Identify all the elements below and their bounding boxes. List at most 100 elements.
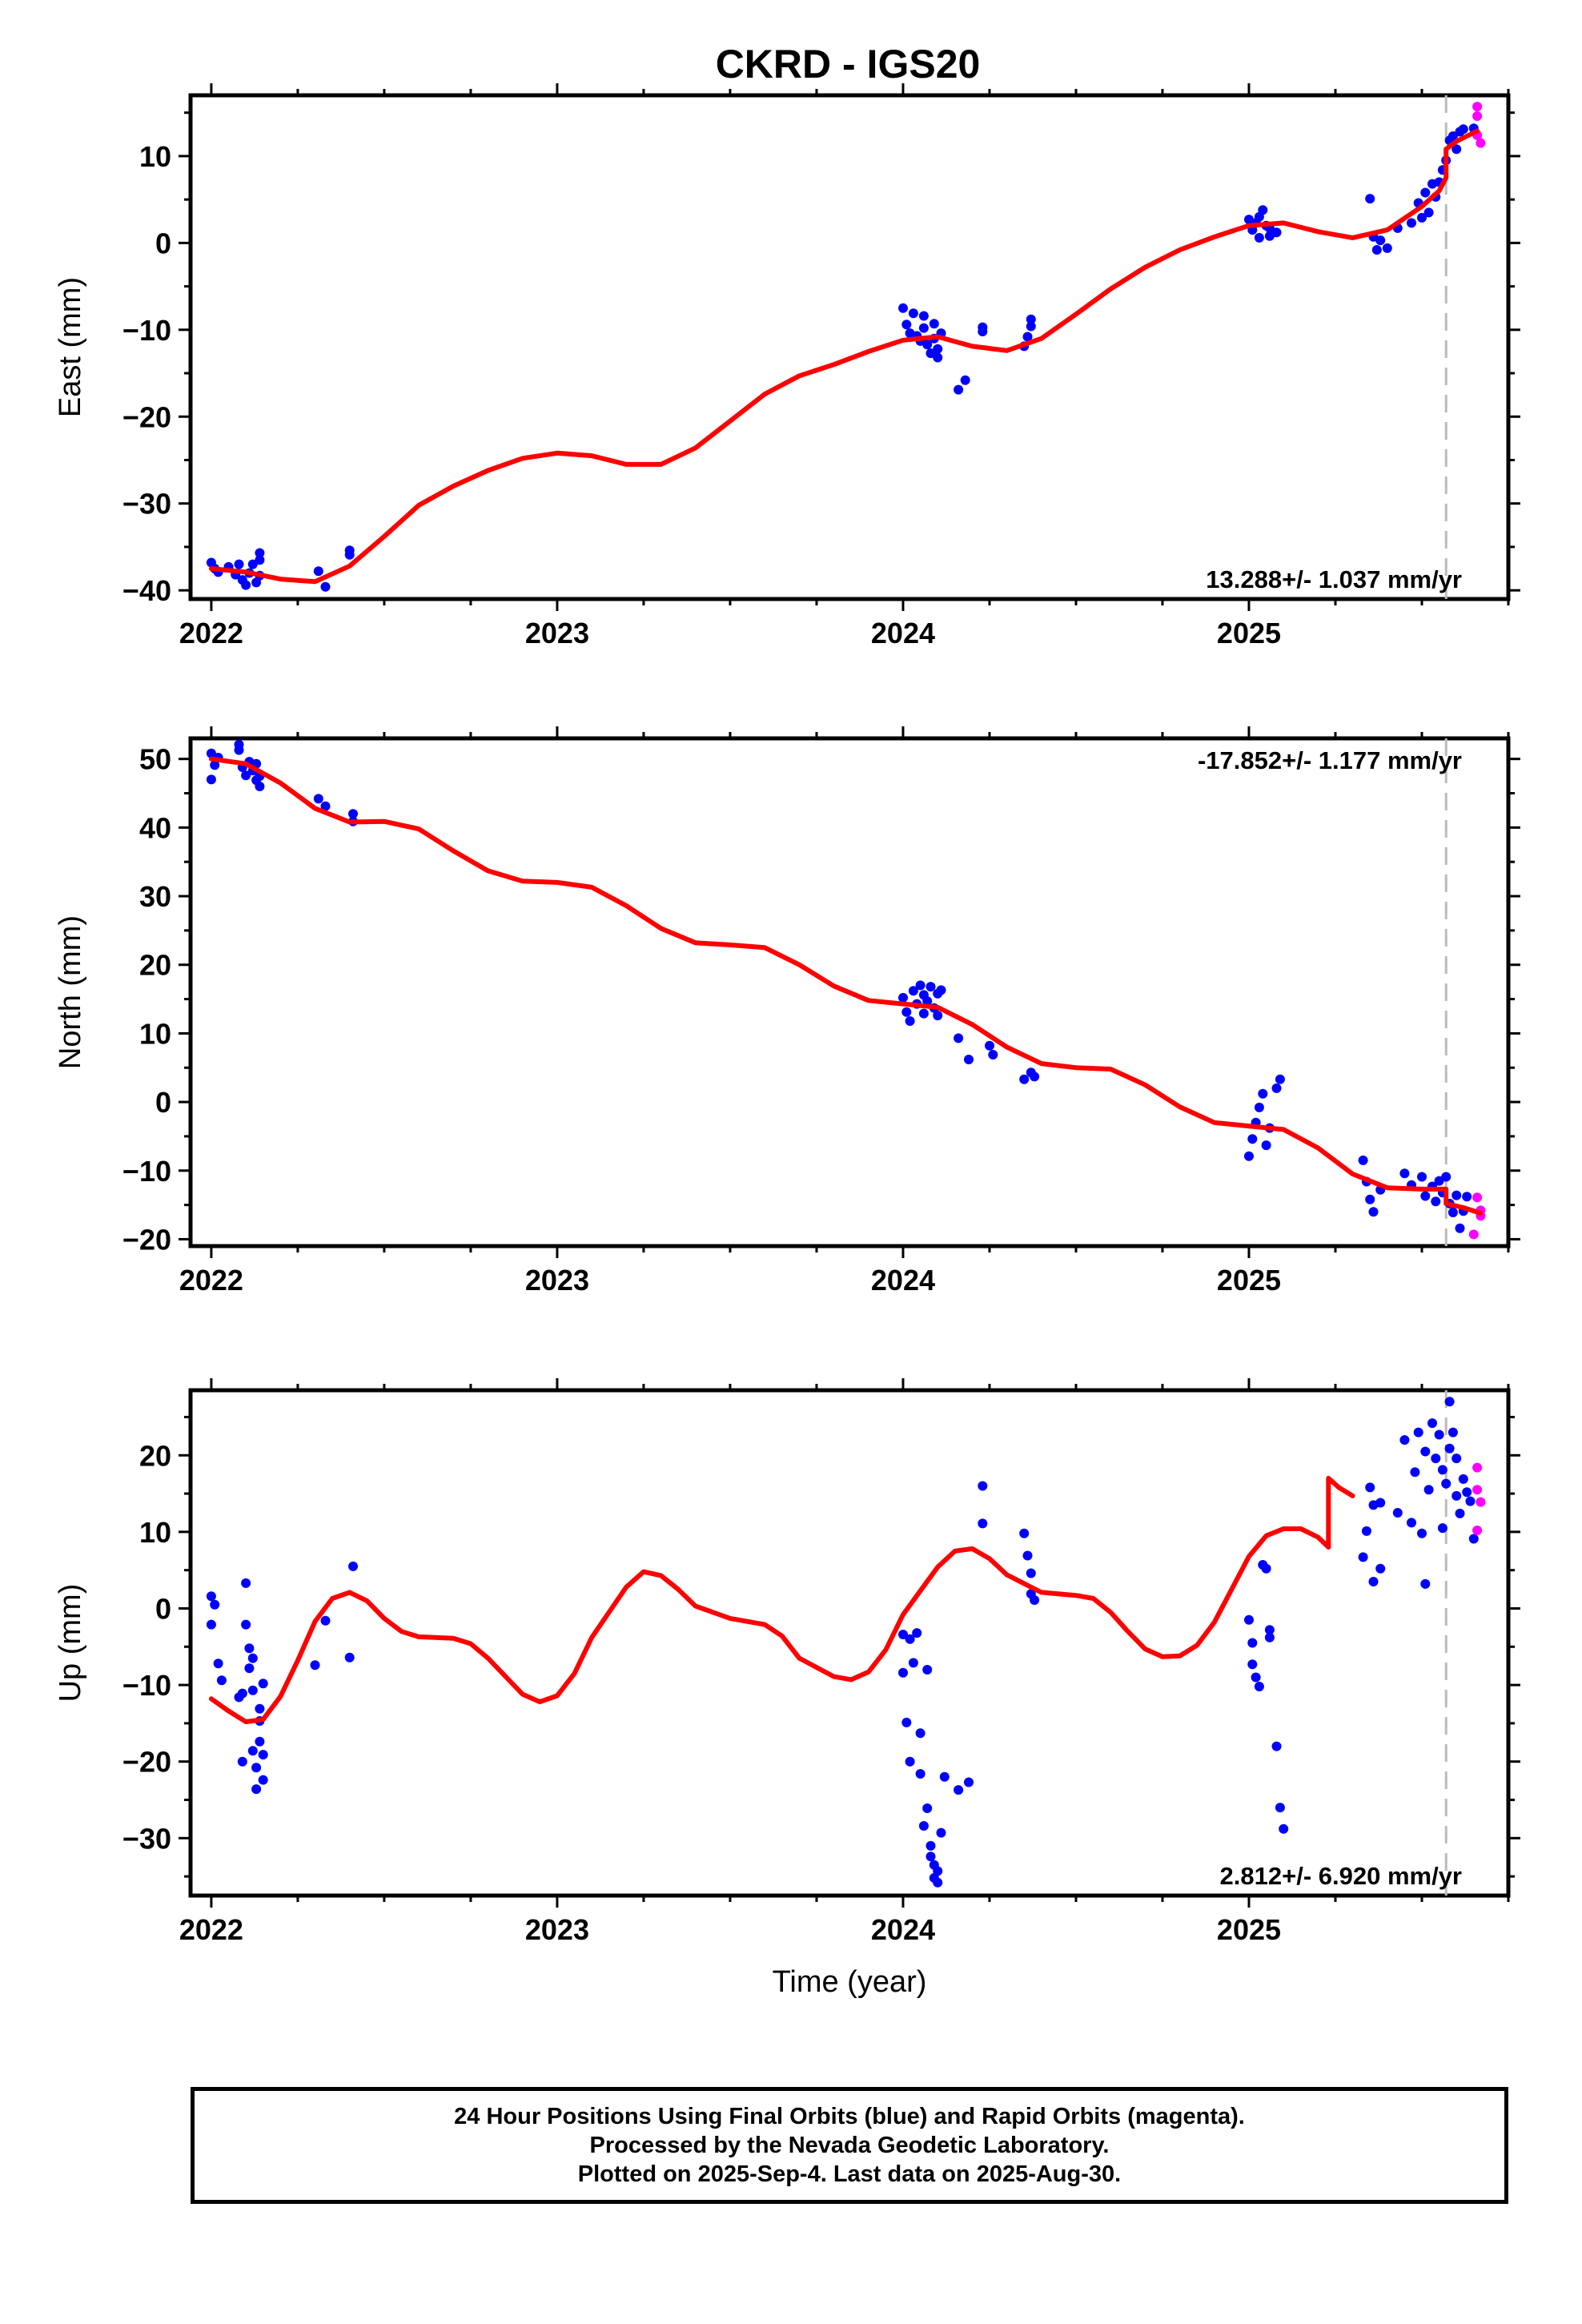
final-orbit-point [258, 1750, 268, 1760]
final-orbit-point [926, 348, 936, 359]
final-orbit-point [1399, 1168, 1410, 1179]
final-orbit-point [1271, 1741, 1282, 1751]
final-orbit-point [1410, 1467, 1420, 1478]
final-orbit-point [929, 319, 939, 329]
final-orbit-point [1271, 227, 1282, 238]
final-orbit-point [310, 1660, 320, 1671]
y-tick-label: 0 [155, 1086, 171, 1119]
final-orbit-point [206, 774, 216, 785]
final-orbit-point [954, 1785, 964, 1795]
final-orbit-point [1258, 1088, 1268, 1099]
final-orbit-point [258, 1775, 268, 1785]
y-tick-label: 10 [139, 140, 171, 173]
final-orbit-point [1447, 1208, 1458, 1217]
final-orbit-point [241, 770, 251, 781]
final-orbit-point [313, 566, 323, 577]
final-orbit-point [1275, 1074, 1285, 1084]
final-orbit-point [1413, 1427, 1423, 1437]
caption-line: Plotted on 2025-Sep-4. Last data on 2025… [577, 2161, 1122, 2187]
final-orbit-point [1261, 1563, 1271, 1574]
final-orbit-point [1244, 1614, 1254, 1625]
rapid-orbit-point [1468, 1229, 1479, 1240]
final-orbit-point [1407, 218, 1416, 228]
final-orbit-point [1427, 1418, 1437, 1429]
final-orbit-point [210, 1599, 220, 1610]
final-orbit-point [1026, 321, 1036, 332]
final-orbit-point [908, 308, 918, 319]
y-tick-label: −20 [122, 400, 171, 433]
final-orbit-point [1368, 1207, 1379, 1217]
final-orbit-point [922, 996, 933, 1007]
y-tick-label: 30 [139, 880, 171, 913]
final-orbit-point [344, 545, 355, 556]
final-orbit-point [1261, 1140, 1271, 1151]
final-orbit-point [1264, 1625, 1275, 1635]
final-orbit-point [255, 548, 265, 558]
final-orbit-point [964, 1055, 974, 1064]
final-orbit-point [1244, 1151, 1254, 1161]
final-orbit-point [898, 303, 908, 313]
final-orbit-point [210, 760, 220, 770]
final-orbit-point [1420, 1446, 1431, 1457]
y-tick-label: −20 [122, 1223, 171, 1256]
y-tick-label: 0 [155, 227, 171, 259]
final-orbit-point [320, 1615, 331, 1626]
final-orbit-point [255, 1736, 265, 1747]
x-tick-label: 2022 [179, 1264, 243, 1297]
final-orbit-point [1254, 232, 1264, 243]
x-tick-label: 2025 [1217, 617, 1281, 649]
panel-up: 2022 2023 2024 2025 −30 −20 −10 0 10 20 Up (mm) Tim… [54, 1378, 1520, 1999]
rate-label: -17.852+/- 1.177 mm/yr [1198, 746, 1462, 774]
final-orbit-point [1458, 1474, 1468, 1484]
final-orbit-point [985, 1040, 994, 1051]
model-fit-line [208, 756, 1484, 1216]
final-orbit-point [1441, 1478, 1452, 1489]
final-orbit-point [926, 1852, 936, 1862]
final-orbit-point [213, 1659, 223, 1669]
final-orbit-point [313, 794, 323, 804]
final-orbit-point [1254, 1682, 1264, 1691]
final-orbit-point [954, 384, 964, 395]
y-axis-label: East (mm) [54, 277, 87, 417]
final-orbit-point [1434, 1429, 1444, 1440]
y-tick-label: −10 [122, 1669, 171, 1702]
final-orbit-point [241, 580, 251, 590]
rapid-orbit-point [1476, 1497, 1486, 1507]
final-orbit-point [247, 559, 258, 569]
final-orbit-point [247, 1746, 258, 1756]
x-tick-label: 2025 [1217, 1264, 1281, 1297]
final-orbit-point [933, 1866, 943, 1876]
caption-line: 24 Hour Positions Using Final Orbits (bl… [454, 2104, 1245, 2129]
final-orbit-point [234, 559, 244, 569]
final-orbit-point [898, 1630, 908, 1639]
final-orbit-point [234, 745, 244, 755]
x-axis-label: Time (year) [773, 1965, 927, 1999]
final-orbit-point [1465, 1496, 1476, 1506]
x-tick-label: 2024 [871, 617, 935, 649]
final-orbit-point [1399, 1435, 1410, 1445]
final-orbit-point [1361, 1526, 1371, 1536]
final-orbit-point [1264, 1632, 1275, 1642]
rapid-orbit-point [1472, 1462, 1483, 1473]
final-orbit-point [1371, 245, 1382, 255]
final-orbit-point [1417, 212, 1427, 223]
rapid-orbit-point [1472, 102, 1483, 112]
final-orbit-point [1019, 1074, 1030, 1084]
final-orbit-point [1368, 1577, 1379, 1586]
final-orbit-point [258, 1679, 268, 1689]
y-tick-label: −10 [122, 314, 171, 347]
plot-frame [188, 93, 1511, 601]
final-orbit-point [922, 1665, 933, 1675]
final-orbit-point [915, 980, 926, 991]
final-orbit-point [255, 1703, 265, 1714]
final-orbit-point [1420, 187, 1431, 198]
final-orbit-point [237, 1688, 247, 1699]
y-tick-label: −30 [122, 488, 171, 521]
final-orbit-point [1030, 1595, 1040, 1605]
panel-east: 2022 2023 2024 2025 −40 −30 −20 −10 0 10 East (mm)… [54, 83, 1520, 649]
final-orbit-point [1365, 1194, 1375, 1204]
final-orbit-point [1251, 1672, 1261, 1683]
final-orbit-point [922, 1803, 933, 1813]
rapid-orbit-point [1472, 1526, 1483, 1535]
